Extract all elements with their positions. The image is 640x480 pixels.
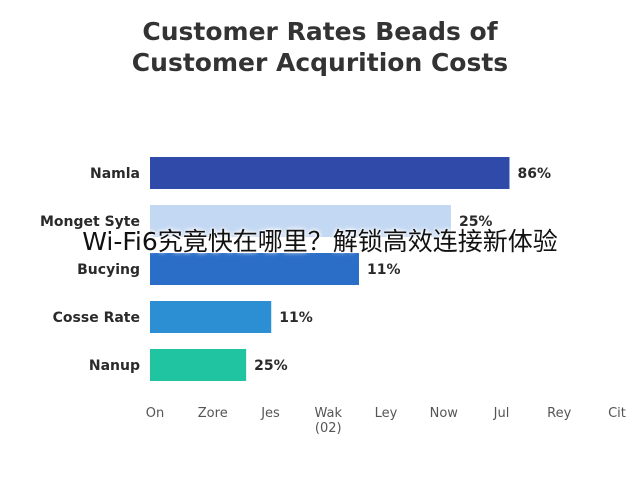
x-tick-label-5: Now [430,406,459,421]
value-label-2: 11% [367,262,401,278]
bar-3 [150,301,272,333]
value-label-4: 25% [254,358,288,374]
overlay-caption: Wi-Fi6究竟快在哪里？解锁高效连接新体验 [82,227,558,256]
x-tick-label-4: Ley [375,406,398,421]
chart-title-line-2: Customer Acqurition Costs [131,48,509,77]
x-tick-label-1: Zore [198,406,228,421]
value-label-3: 11% [279,310,313,326]
value-label-1: 25% [459,214,493,230]
category-label-2: Bucying [77,262,140,278]
x-tick-label-2: Jes [260,406,280,421]
x-tick-label-8: Cit [608,406,626,421]
x-tick-label-3: Wak (02) [314,406,342,436]
chart-title: Customer Rates Beads of Customer Acqurit… [0,16,640,78]
value-label-0: 86% [517,166,551,182]
bar-1 [150,205,451,237]
bar-0 [150,157,510,189]
category-label-3: Cosse Rate [53,310,140,326]
x-tick-label-0: On [146,406,164,421]
x-tick-label-6: Jul [493,406,510,421]
x-tick-label-7: Rey [547,406,571,421]
category-label-4: Nanup [89,358,140,374]
category-label-1: Monget Syte [40,214,140,230]
bar-2 [150,253,359,285]
bar-4 [150,349,247,381]
chart-title-line-1: Customer Rates Beads of [142,17,498,46]
category-label-0: Namla [90,166,140,182]
